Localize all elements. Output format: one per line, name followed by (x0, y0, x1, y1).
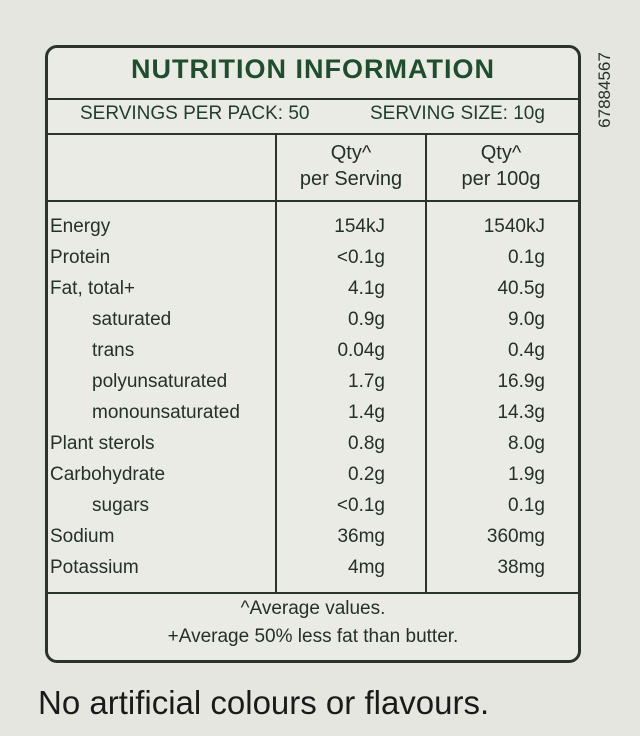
per-serving: 1.7g (348, 371, 385, 392)
per-serving: 1.4g (348, 402, 385, 423)
per-100g: 0.4g (508, 340, 545, 361)
row-label: Carbohydrate (50, 464, 166, 485)
divider (45, 133, 581, 135)
row-label: Potassium (50, 557, 139, 578)
per-100g: 8.0g (508, 433, 545, 454)
column-header: Qty^ per Serving (299, 142, 403, 190)
divider (45, 592, 581, 594)
side-code: 67884567 (595, 52, 614, 128)
claim: No artificial colours or flavours. (38, 684, 490, 721)
per-serving: 154kJ (334, 216, 385, 237)
divider (45, 98, 581, 100)
row-label: saturated (92, 309, 172, 330)
serving-size: SERVING SIZE: 10g (370, 103, 545, 124)
per-serving: <0.1g (336, 495, 385, 516)
nutrition-panel (45, 45, 581, 663)
per-100g: 38mg (497, 557, 545, 578)
per-serving: 36mg (337, 526, 385, 547)
per-100g: 1540kJ (483, 216, 545, 237)
row-label: Sodium (50, 526, 115, 547)
per-serving: 0.9g (348, 309, 385, 330)
per-100g: 40.5g (497, 278, 545, 299)
per-100g: 0.1g (508, 247, 545, 268)
servings: SERVINGS PER PACK: 50 (80, 103, 310, 124)
footnote: ^Average values. (240, 598, 386, 619)
per-100g: 360mg (486, 526, 545, 547)
row-label: polyunsaturated (92, 371, 228, 392)
per-serving: <0.1g (336, 247, 385, 268)
footnote: +Average 50% less fat than butter. (167, 626, 459, 647)
divider (275, 133, 277, 593)
per-100g: 14.3g (497, 402, 545, 423)
per-serving: 0.04g (337, 340, 385, 361)
row-label: Fat, total+ (50, 278, 136, 299)
per-serving: 0.2g (348, 464, 385, 485)
divider (45, 200, 581, 202)
row-label: Energy (50, 216, 111, 237)
per-100g: 0.1g (508, 495, 545, 516)
per-100g: 1.9g (508, 464, 545, 485)
row-label: Protein (50, 247, 111, 268)
divider (425, 133, 427, 593)
per-100g: 9.0g (508, 309, 545, 330)
row-label: monounsaturated (92, 402, 240, 423)
per-serving: 0.8g (348, 433, 385, 454)
per-serving: 4mg (348, 557, 385, 578)
per-serving: 4.1g (348, 278, 385, 299)
row-label: Plant sterols (50, 433, 155, 454)
per-100g: 16.9g (497, 371, 545, 392)
row-label: sugars (92, 495, 150, 516)
row-label: trans (92, 340, 135, 361)
title: NUTRITION INFORMATION (131, 54, 495, 84)
column-header: Qty^ per 100g (461, 142, 541, 190)
